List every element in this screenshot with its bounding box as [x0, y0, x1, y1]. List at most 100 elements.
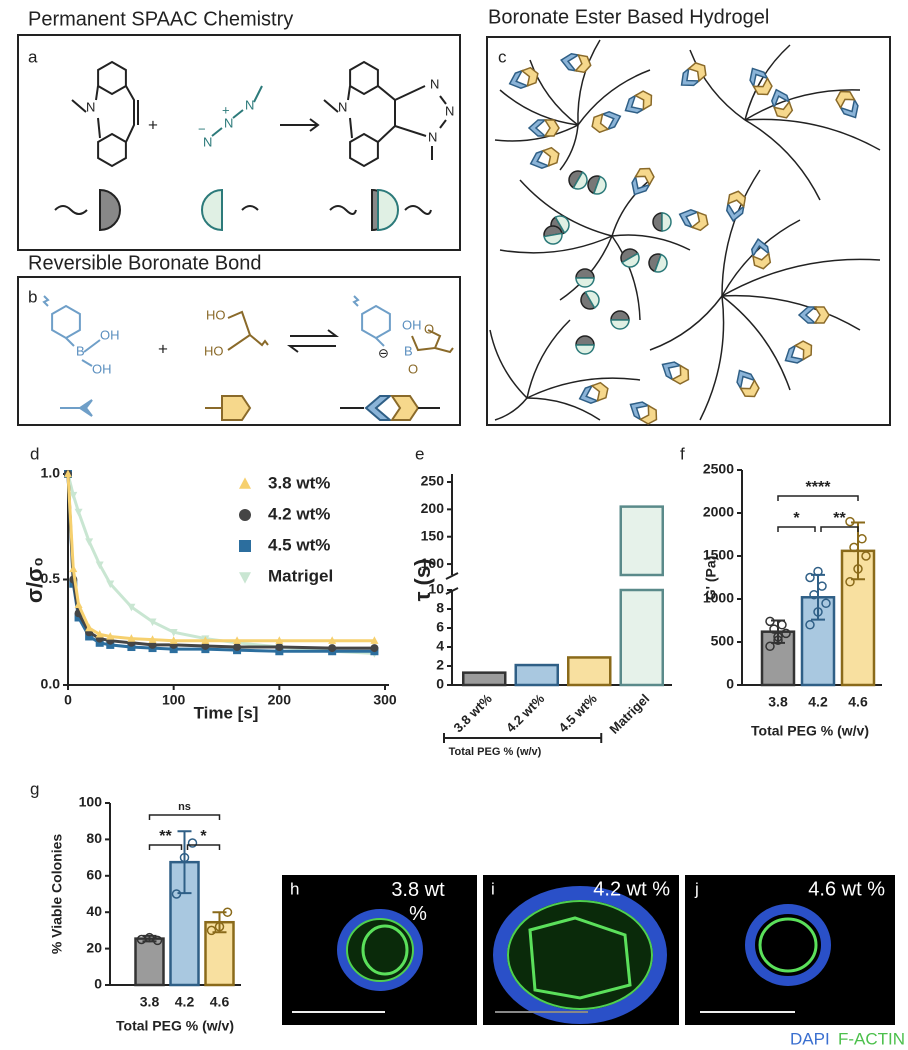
boronic-icon [770, 88, 791, 110]
marker [106, 640, 115, 649]
significance-bracket [820, 526, 859, 532]
x-tick-label: 4.6 [848, 694, 868, 710]
spaac-crosslink [543, 225, 563, 245]
y-tick-label: 10 [428, 581, 444, 597]
series-line [66, 473, 375, 643]
bar [567, 656, 612, 687]
polymer-strand [721, 294, 861, 331]
polymer-strand [721, 219, 801, 297]
boronic-icon [364, 395, 393, 421]
boronic-icon [560, 52, 581, 72]
charge: ⊖ [378, 345, 389, 360]
panel-frame [17, 34, 461, 251]
organoid [745, 904, 831, 986]
structure [54, 61, 447, 215]
y-tick-label: 40 [86, 903, 102, 919]
polymer-strand [494, 124, 579, 142]
x-tick-label: 100 [162, 692, 186, 708]
dbco-icon [610, 310, 630, 321]
x-tick-label: 300 [373, 692, 397, 708]
y-tick-label: 250 [421, 473, 445, 489]
spaac-crosslink [620, 248, 640, 268]
y-tick-label: 80 [86, 830, 102, 846]
diol-icon [633, 90, 653, 111]
azide-icon [377, 188, 399, 232]
y-axis-label: G' (Pa) [703, 556, 719, 601]
x-tick-label: 4.6 [210, 994, 230, 1010]
polymer-strand [519, 179, 613, 237]
group-bracket [443, 733, 603, 743]
data-point [809, 589, 819, 600]
organoid [507, 900, 653, 1010]
y-tick-label: 8 [436, 600, 444, 616]
boronate-crosslink [529, 146, 560, 170]
y-tick-label: 100 [79, 794, 103, 810]
atom: N [430, 76, 439, 91]
polymer-strand [721, 169, 761, 297]
dbco-icon [575, 335, 595, 346]
boronate-crosslink [578, 381, 609, 405]
boronate-crosslink [624, 90, 653, 114]
diol-icon [752, 252, 772, 270]
atom: OH [402, 317, 422, 332]
panel-c: Boronate Ester Based Hydrogel c [486, 6, 891, 426]
diol-icon [390, 395, 420, 421]
significance-label: ** [833, 510, 846, 527]
marker [127, 634, 136, 642]
y-tick-label: 0 [436, 676, 444, 692]
atom: OH [100, 327, 120, 342]
polymer-strand [744, 119, 821, 201]
marker [74, 600, 83, 609]
diol-icon [574, 54, 592, 74]
y-tick-label: 2500 [703, 461, 734, 477]
boronic-icon [600, 110, 622, 131]
azide-icon [584, 290, 600, 309]
diol [205, 310, 454, 409]
data-point [853, 564, 863, 574]
significance-bracket [777, 526, 816, 532]
marker [95, 629, 104, 638]
dbco-icon [575, 268, 595, 279]
data-point [845, 516, 855, 527]
boronic-icon [797, 306, 817, 324]
dbco-icon [99, 188, 121, 232]
marker [85, 632, 94, 641]
dbco-icon [648, 253, 663, 273]
polymer-strand [611, 234, 691, 251]
x-tick-label: 3.8 [140, 994, 160, 1010]
legend-marker [239, 540, 251, 552]
polymer-strand [689, 49, 746, 121]
x-tick-label: 3.8 wt% [450, 691, 495, 736]
atom: B [76, 343, 85, 358]
data-point [171, 889, 182, 899]
boronate-crosslink [629, 401, 658, 425]
series-line [66, 473, 375, 653]
data-point [781, 628, 791, 639]
dbco-icon [587, 175, 602, 195]
bar [462, 671, 507, 687]
marker [233, 643, 242, 652]
organoid [337, 909, 423, 991]
boronate-crosslink [591, 110, 622, 134]
dbco-icon [568, 170, 584, 189]
azide-icon [575, 277, 595, 288]
y-tick-label: 20 [86, 939, 102, 955]
stain-label: DAPI [790, 1029, 830, 1048]
significance-label: * [200, 828, 207, 845]
data-point [813, 607, 823, 617]
diol-icon [541, 146, 560, 167]
polymer-strand [489, 329, 528, 399]
panel-frame [17, 276, 461, 426]
data-point [187, 838, 198, 848]
data-point [144, 932, 155, 943]
marker [85, 623, 94, 632]
spaac-crosslink [568, 170, 588, 190]
significance-label: ns [178, 801, 191, 813]
organoid [346, 918, 414, 982]
dbco-icon [652, 212, 663, 232]
boronate-crosslink [750, 238, 772, 270]
diol-icon [793, 340, 813, 361]
marker [74, 508, 83, 517]
polymer-strand [744, 44, 791, 121]
azide-icon [592, 175, 607, 195]
